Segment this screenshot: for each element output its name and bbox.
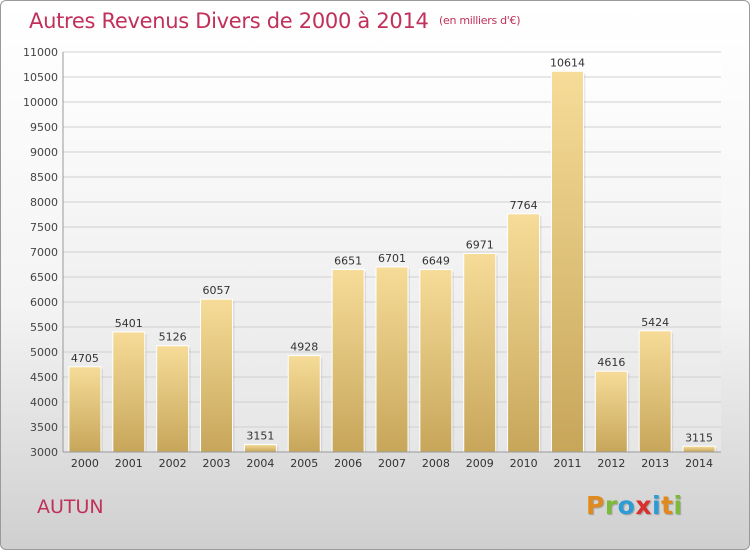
- x-tick-label: 2011: [553, 457, 581, 470]
- data-label: 5424: [641, 316, 669, 329]
- bar: [638, 330, 672, 453]
- data-label: 3151: [246, 429, 274, 442]
- bar: [682, 445, 716, 453]
- bar: [550, 70, 584, 453]
- logo-letter: r: [604, 491, 618, 520]
- y-tick-label: 11000: [23, 46, 58, 59]
- data-label: 6649: [422, 255, 450, 268]
- data-label: 3115: [685, 431, 713, 444]
- y-tick-label: 4000: [30, 396, 58, 409]
- bar: [507, 213, 541, 453]
- bar: [200, 298, 234, 453]
- data-label: 6701: [378, 252, 406, 265]
- data-label: 10614: [550, 56, 585, 69]
- logo-letter: x: [635, 491, 652, 520]
- x-tick-label: 2009: [466, 457, 494, 470]
- y-tick-label: 5500: [30, 321, 58, 334]
- data-label: 4616: [597, 356, 625, 369]
- data-label: 4928: [290, 341, 318, 354]
- bar: [419, 269, 453, 453]
- proxiti-logo[interactable]: Proxiti: [586, 491, 683, 520]
- y-tick-label: 10000: [23, 96, 58, 109]
- bar: [375, 266, 409, 453]
- bar: [112, 331, 146, 453]
- x-tick-label: 2006: [334, 457, 362, 470]
- logo-letter: t: [661, 491, 674, 520]
- y-tick-label: 7500: [30, 221, 58, 234]
- data-label: 4705: [71, 352, 99, 365]
- x-tick-label: 2005: [290, 457, 318, 470]
- y-tick-label: 10500: [23, 71, 58, 84]
- y-tick-label: 6000: [30, 296, 58, 309]
- y-tick-label: 9500: [30, 121, 58, 134]
- x-tick-label: 2013: [641, 457, 669, 470]
- y-tick-label: 6500: [30, 271, 58, 284]
- bar: [594, 370, 628, 453]
- data-label: 6651: [334, 254, 362, 267]
- logo-letter: o: [617, 491, 636, 520]
- chart-title-text: Autres Revenus Divers de 2000 à 2014: [29, 9, 429, 33]
- chart-subtitle: (en milliers d'€): [439, 14, 521, 27]
- bar: [68, 366, 102, 453]
- x-tick-label: 2008: [422, 457, 450, 470]
- logo-letter: P: [586, 491, 605, 520]
- data-label: 6057: [203, 284, 231, 297]
- y-tick-label: 5000: [30, 346, 58, 359]
- data-label: 5126: [159, 331, 187, 344]
- x-tick-label: 2000: [71, 457, 99, 470]
- y-tick-label: 4500: [30, 371, 58, 384]
- y-tick-label: 7000: [30, 246, 58, 259]
- data-label: 7764: [510, 199, 538, 212]
- x-tick-label: 2007: [378, 457, 406, 470]
- bar: [243, 443, 277, 453]
- x-tick-label: 2012: [597, 457, 625, 470]
- bar: [463, 252, 497, 453]
- logo-letter: i: [652, 491, 662, 520]
- bar: [287, 355, 321, 453]
- x-tick-label: 2010: [510, 457, 538, 470]
- data-label: 6971: [466, 238, 494, 251]
- x-tick-label: 2003: [203, 457, 231, 470]
- bar: [156, 345, 190, 453]
- y-tick-label: 8500: [30, 171, 58, 184]
- y-tick-label: 3000: [30, 446, 58, 459]
- y-tick-label: 8000: [30, 196, 58, 209]
- bar: [331, 268, 365, 453]
- logo-letter: i: [673, 491, 683, 520]
- chart-title: Autres Revenus Divers de 2000 à 2014 (en…: [29, 9, 520, 33]
- x-tick-label: 2014: [685, 457, 713, 470]
- y-tick-label: 3500: [30, 421, 58, 434]
- location-label: AUTUN: [37, 496, 104, 518]
- x-tick-label: 2002: [159, 457, 187, 470]
- y-tick-label: 9000: [30, 146, 58, 159]
- x-tick-label: 2001: [115, 457, 143, 470]
- x-tick-label: 2004: [246, 457, 274, 470]
- data-label: 5401: [115, 317, 143, 330]
